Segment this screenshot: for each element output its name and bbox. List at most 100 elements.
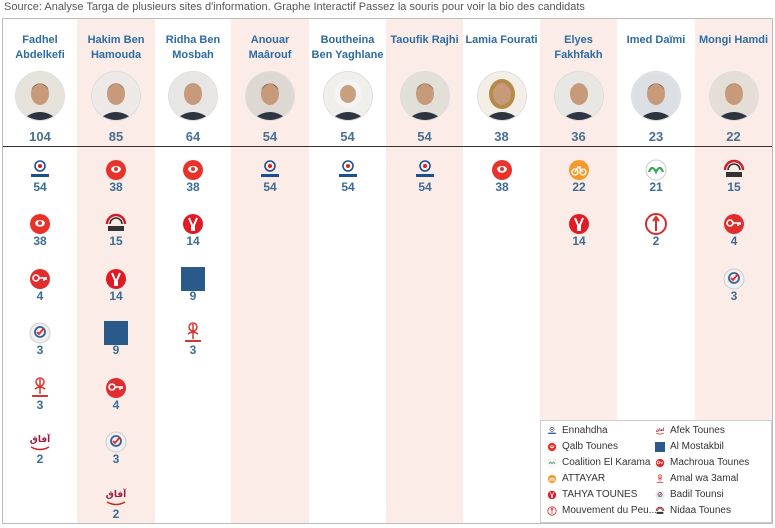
ennahdha-logo-icon (258, 158, 282, 182)
candidate-header[interactable]: Lamia Fourati 38 (463, 19, 540, 145)
party-value-label: 54 (341, 180, 355, 194)
candidate-header[interactable]: Anouar Maârouf 54 (231, 19, 309, 145)
candidate-header[interactable]: Hakim Ben Hamouda 85 (77, 19, 155, 145)
al-mostakbil-logo-icon (181, 267, 205, 291)
chart-frame (2, 18, 773, 524)
candidate-total: 54 (417, 129, 432, 144)
party-value-label: 14 (186, 234, 200, 248)
badil-tounsi-logo-icon (104, 430, 128, 454)
party-value-label: 14 (572, 234, 586, 248)
legend-label: Amal wa 3amal (670, 473, 739, 484)
party-value-label: 9 (189, 289, 197, 303)
party-value-label: 2 (652, 234, 660, 248)
candidate-header[interactable]: Ridha Ben Mosbah 64 (155, 19, 231, 145)
candidate-total: 22 (726, 129, 741, 144)
candidate-total: 54 (262, 129, 278, 144)
mouvement-du-peuple-legend-icon (547, 506, 557, 516)
legend-label: Al Mostakbil (670, 441, 724, 452)
badil-tounsi-legend-icon (655, 490, 665, 500)
qalb-tounes-legend-icon (547, 442, 557, 452)
ennahdha-legend-icon (547, 426, 557, 436)
candidate-name: Imed Daïmi (626, 34, 686, 46)
party-value-label: 38 (33, 234, 47, 248)
party-value-label: 2 (112, 507, 120, 521)
candidate-name: Anouar Maârouf (248, 34, 292, 61)
legend-label: Machroua Tounes (670, 457, 750, 468)
candidate-total: 104 (29, 129, 51, 144)
svg-text:آفاق: آفاق (656, 427, 665, 432)
tahya-tounes-logo-icon (567, 212, 591, 236)
ennahdha-logo-icon (413, 158, 437, 182)
coalition-el-karama-legend-icon (547, 458, 557, 468)
party-value-label: 3 (730, 289, 738, 303)
mouvement-du-peuple-logo-icon (644, 212, 668, 236)
afek-tounes-legend-icon: آفاق (655, 426, 665, 436)
candidate-total: 38 (494, 129, 509, 144)
amal-wa-3amal-logo-icon (181, 321, 205, 345)
qalb-tounes-logo-icon (181, 158, 205, 182)
machroua-tounes-logo-icon (104, 376, 128, 400)
candidate-avatar[interactable] (709, 71, 759, 121)
candidate-total: 64 (185, 129, 201, 144)
legend: Ennahdha آفاق Afek Tounes Qalb Tounes Al Mos… (540, 420, 772, 523)
legend-label: Mouvement du Peu... (562, 505, 658, 516)
party-value-label: 54 (418, 180, 432, 194)
candidate-total: 23 (648, 129, 664, 144)
candidate-name: Lamia Fourati (465, 34, 538, 46)
party-value-label: 54 (263, 180, 277, 194)
candidate-avatar[interactable] (554, 71, 604, 121)
candidate-avatar[interactable] (91, 71, 141, 121)
party-value-label: 54 (33, 180, 47, 194)
party-value-label: 21 (649, 180, 663, 194)
party-value-label: 15 (109, 234, 123, 248)
nidaa-tounes-logo-icon (722, 158, 746, 182)
amal-wa-3amal-logo-icon (28, 376, 52, 400)
badil-tounsi-logo-icon (28, 321, 52, 345)
candidate-name: Hakim Ben Hamouda (87, 34, 145, 61)
candidate-avatar[interactable] (168, 71, 218, 121)
candidate-header[interactable]: Taoufik Rajhi 54 (386, 19, 463, 145)
candidate-header[interactable]: Mongi Hamdi 22 (695, 19, 772, 145)
candidate-name: Fadhel Abdelkefi (15, 34, 65, 61)
candidate-header[interactable]: Boutheina Ben Yaghlane 54 (309, 19, 386, 145)
qalb-tounes-logo-icon (104, 158, 128, 182)
candidate-avatar[interactable] (323, 71, 373, 121)
amal-wa-3amal-legend-icon (655, 474, 665, 484)
legend-label: Ennahdha (562, 425, 608, 436)
machroua-tounes-logo-icon (722, 212, 746, 236)
party-value-label: 3 (36, 343, 44, 357)
candidate-total: 36 (571, 129, 586, 144)
candidate-header[interactable]: Fadhel Abdelkefi 104 (3, 19, 77, 145)
candidate-avatar[interactable] (245, 71, 295, 121)
candidate-avatar[interactable] (477, 71, 527, 121)
legend-label: ATTAYAR (562, 473, 606, 484)
svg-text:آفاق: آفاق (30, 433, 51, 445)
party-value-label: 2 (36, 452, 44, 466)
candidate-name: Boutheina Ben Yaghlane (311, 34, 384, 61)
ennahdha-logo-icon (336, 158, 360, 182)
party-value-label: 9 (112, 343, 120, 357)
party-value-label: 15 (727, 180, 741, 194)
candidate-avatar[interactable] (400, 71, 450, 121)
badil-tounsi-logo-icon (722, 267, 746, 291)
candidate-header[interactable]: Imed Daïmi 23 (617, 19, 695, 145)
nidaa-tounes-logo-icon (104, 212, 128, 236)
party-value-label: 4 (112, 398, 120, 412)
coalition-el-karama-logo-icon (644, 158, 668, 182)
al-mostakbil-logo-icon (104, 321, 128, 345)
tahya-tounes-logo-icon (104, 267, 128, 291)
party-value-label: 22 (572, 180, 586, 194)
ennahdha-logo-icon (28, 158, 52, 182)
candidate-avatar[interactable] (631, 71, 681, 121)
attayar-legend-icon (547, 474, 557, 484)
candidate-total: 54 (340, 129, 355, 144)
candidate-avatar[interactable] (15, 71, 65, 121)
party-value-label: 3 (189, 343, 197, 357)
party-value-label: 4 (730, 234, 738, 248)
candidate-header[interactable]: Elyes Fakhfakh 36 (540, 19, 617, 145)
party-value-label: 4 (36, 289, 44, 303)
candidate-name: Taoufik Rajhi (390, 34, 459, 46)
candidate-total: 85 (108, 129, 124, 144)
machroua-tounes-legend-icon (655, 458, 665, 468)
legend-label: Qalb Tounes (562, 441, 618, 452)
